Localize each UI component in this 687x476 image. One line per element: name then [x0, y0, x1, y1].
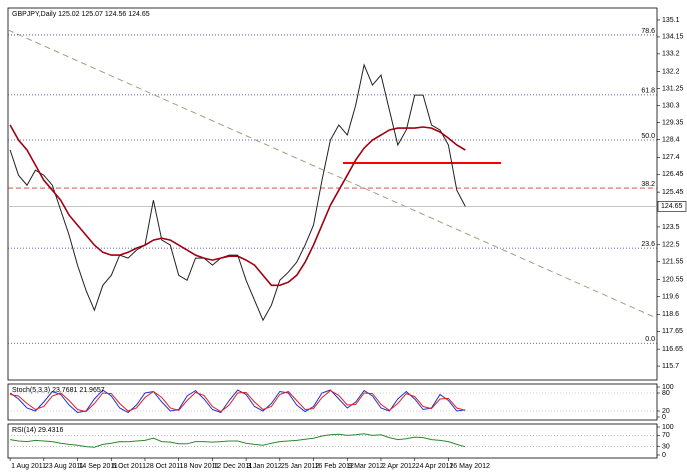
- y-tick-label: 132.2: [662, 69, 680, 76]
- last-price-box: [657, 201, 687, 212]
- x-tick-label: 2 Apr 2012: [382, 463, 416, 470]
- y-tick-label: 131.25: [662, 85, 684, 92]
- x-tick-label: 6 Oct 2011: [112, 463, 146, 470]
- last-price-label: 124.65: [661, 203, 683, 210]
- series-line: [10, 433, 466, 448]
- x-tick-label: 1 Aug 2011: [11, 463, 46, 470]
- series-line: [9, 124, 466, 287]
- y-tick-label: 115.7: [662, 363, 679, 370]
- x-tick-label: 23 Aug 2011: [45, 463, 84, 470]
- x-tick-label: 14 Sep 2011: [79, 463, 118, 470]
- fib-level-label: 23.6: [641, 241, 655, 248]
- y-tick-label: 133.2: [662, 51, 680, 58]
- y-tick-label: 125.45: [662, 189, 684, 196]
- trend-line: [7, 29, 658, 319]
- x-tick-label: 24 Apr 2012: [416, 463, 454, 470]
- y-tick-label: 0: [662, 414, 666, 421]
- panel-frame: [7, 383, 658, 421]
- y-tick-label: 135.1: [662, 17, 680, 24]
- x-tick-label: 28 Oct 2011: [146, 463, 184, 470]
- x-tick-label: 12 Dec 2011: [213, 463, 252, 470]
- x-tick-label: 16 Feb 2012: [315, 463, 354, 470]
- series-line: [10, 389, 466, 413]
- y-tick-label: 70: [662, 432, 670, 439]
- x-tick-label: 25 Jan 2012: [281, 463, 320, 470]
- y-tick-label: 123.5: [662, 224, 680, 231]
- y-tick-label: 126.45: [662, 171, 684, 178]
- series-line: [9, 63, 466, 322]
- y-tick-label: 121.55: [662, 259, 684, 266]
- x-tick-label: 18 Nov 2011: [180, 463, 219, 470]
- fib-level-label: 38.2: [641, 181, 655, 188]
- x-tick-label: 3 Jan 2012: [247, 463, 282, 470]
- y-tick-label: 0: [662, 452, 666, 459]
- panel-frame: [7, 423, 658, 459]
- y-tick-label: 127.4: [662, 154, 680, 161]
- fib-level-label: 50.0: [641, 133, 655, 140]
- fib-level-label: 0.0: [645, 336, 655, 343]
- fib-level-label: 61.8: [641, 88, 655, 95]
- panel-title: GBPJPY,Daily 125.02 125.07 124.56 124.65: [12, 11, 150, 18]
- y-tick-label: 80: [662, 390, 670, 397]
- y-tick-label: 30: [662, 443, 670, 450]
- y-tick-label: 100: [662, 424, 674, 431]
- x-tick-label: 9 Mar 2012: [348, 463, 384, 470]
- y-tick-label: 118.6: [662, 311, 679, 318]
- y-tick-label: 128.4: [662, 136, 680, 143]
- x-tick-label: 16 May 2012: [449, 463, 490, 470]
- fib-level-label: 78.6: [641, 28, 655, 35]
- y-tick-label: 120.55: [662, 276, 684, 283]
- y-tick-label: 119.6: [662, 293, 679, 300]
- y-tick-label: 134.15: [662, 34, 684, 41]
- y-tick-label: 129.35: [662, 119, 684, 126]
- y-tick-label: 100: [662, 384, 674, 391]
- y-tick-label: 130.3: [662, 102, 680, 109]
- panel-title: RSI(14) 29.4316: [12, 427, 63, 434]
- y-tick-label: 20: [662, 408, 670, 415]
- y-tick-label: 117.65: [662, 328, 683, 335]
- y-tick-label: 116.65: [662, 346, 683, 353]
- y-tick-label: 122.5: [662, 242, 680, 249]
- panel-frame: [7, 7, 658, 381]
- panel-title: Stoch(5,3,3) 23.7681 21.9657: [12, 387, 105, 394]
